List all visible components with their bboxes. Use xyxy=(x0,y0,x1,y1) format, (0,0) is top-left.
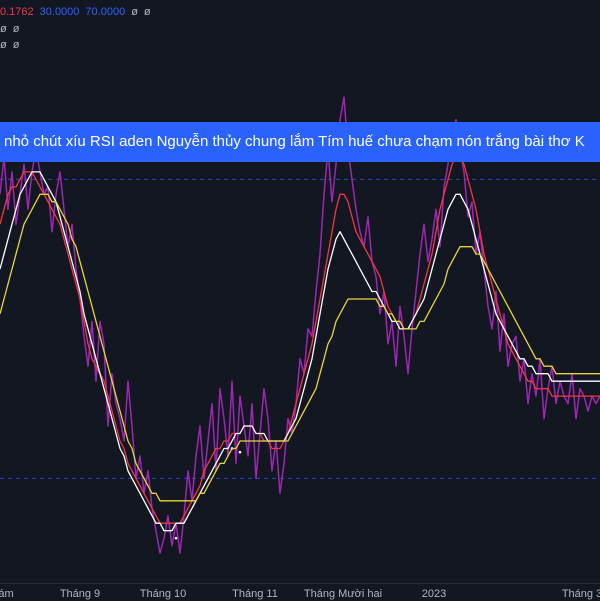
legend-value: ø xyxy=(143,6,151,18)
banner-text: nhỏ chút xíu RSI aden Nguyễn thủy chung … xyxy=(4,133,585,150)
legend-value: ø xyxy=(12,23,20,35)
x-axis: ám Tháng 9 Tháng 10 Tháng 11 Tháng Mười hai 2… xyxy=(0,583,600,601)
series-line-2[interactable] xyxy=(0,171,600,532)
legend-value: ø xyxy=(131,6,138,18)
legend-value: 30.0000 xyxy=(39,6,80,18)
series-line-0[interactable] xyxy=(0,96,600,554)
signal-marker-2 xyxy=(174,536,178,540)
x-tick-label: Tháng 9 xyxy=(59,588,101,600)
x-tick-label: ám xyxy=(0,588,14,600)
rsi-chart[interactable] xyxy=(0,0,600,583)
signal-marker-4 xyxy=(238,450,242,454)
legend-row-1: 0.1762 30.0000 70.0000 ø ø xyxy=(0,4,157,20)
legend-value: ø xyxy=(12,39,20,51)
legend-value: 70.0000 xyxy=(85,6,126,18)
x-tick-label: Tháng 3 xyxy=(561,588,600,600)
legend-value: ø xyxy=(0,23,7,35)
indicator-title-banner[interactable]: nhỏ chút xíu RSI aden Nguyễn thủy chung … xyxy=(0,122,600,162)
series-line-3[interactable] xyxy=(0,193,600,502)
x-tick-label: Tháng Mười hai xyxy=(303,588,383,600)
legend-value: ø xyxy=(0,39,7,51)
legend-value: 0.1762 xyxy=(0,6,34,18)
x-tick-label: Tháng 10 xyxy=(139,588,187,600)
x-tick-label: 2023 xyxy=(421,588,447,600)
x-tick-label: Tháng 11 xyxy=(232,588,278,600)
